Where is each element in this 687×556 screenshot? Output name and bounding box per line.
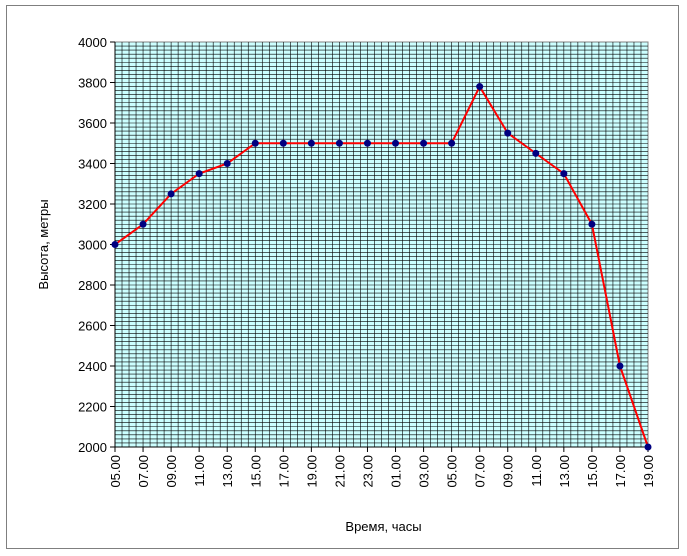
y-tick-label: 2000 bbox=[78, 440, 107, 455]
x-axis-title: Время, часы bbox=[345, 519, 421, 534]
y-tick-label: 3800 bbox=[78, 76, 107, 91]
data-point bbox=[476, 83, 484, 91]
y-tick-label: 3600 bbox=[78, 116, 107, 131]
y-tick-label: 2800 bbox=[78, 278, 107, 293]
y-tick-label: 3200 bbox=[78, 197, 107, 212]
x-tick-label: 23.00 bbox=[360, 455, 375, 488]
x-tick-label: 15.00 bbox=[248, 455, 263, 488]
data-point bbox=[111, 241, 119, 248]
y-tick-label: 4000 bbox=[78, 35, 107, 50]
data-point bbox=[448, 139, 456, 147]
data-point bbox=[279, 139, 287, 147]
data-point bbox=[363, 139, 371, 147]
x-tick-label: 05.00 bbox=[445, 455, 460, 488]
data-point bbox=[420, 139, 428, 147]
data-point bbox=[616, 362, 624, 370]
data-point bbox=[139, 220, 147, 228]
x-tick-label: 03.00 bbox=[417, 455, 432, 488]
x-tick-label: 05.00 bbox=[108, 455, 123, 488]
y-axis-ticks: 2000 2200 2400 2600 2800 3000 3200 3400 3600 3800… bbox=[78, 35, 115, 455]
data-point bbox=[644, 443, 652, 451]
y-axis-title: Высота, метры bbox=[36, 199, 51, 289]
series-markers bbox=[111, 83, 652, 451]
x-tick-label: 19.00 bbox=[641, 455, 656, 488]
x-tick-label: 17.00 bbox=[613, 455, 628, 488]
x-tick-label: 07.00 bbox=[136, 455, 151, 488]
data-point bbox=[307, 139, 315, 147]
y-tick-label: 2200 bbox=[78, 400, 107, 415]
x-tick-label: 01.00 bbox=[389, 455, 404, 488]
grid-lines bbox=[114, 42, 648, 448]
x-tick-label: 13.00 bbox=[220, 455, 235, 488]
x-tick-label: 09.00 bbox=[501, 455, 516, 488]
data-point bbox=[167, 190, 175, 198]
y-tick-label: 2600 bbox=[78, 319, 107, 334]
y-tick-label: 3000 bbox=[78, 238, 107, 253]
x-tick-label: 19.00 bbox=[304, 455, 319, 488]
data-point bbox=[588, 220, 596, 228]
data-point bbox=[195, 170, 203, 178]
x-axis-ticks: 05.00 07.00 09.00 11.00 13.00 15.00 17.00 19.00… bbox=[108, 447, 656, 488]
x-tick-label: 11.00 bbox=[529, 455, 544, 487]
y-tick-label: 3400 bbox=[78, 157, 107, 172]
data-point bbox=[532, 149, 540, 157]
x-tick-label: 07.00 bbox=[473, 455, 488, 488]
x-tick-label: 15.00 bbox=[585, 455, 600, 488]
x-tick-label: 17.00 bbox=[276, 455, 291, 488]
data-point bbox=[223, 160, 231, 167]
y-tick-label: 2400 bbox=[78, 359, 107, 374]
data-point bbox=[251, 139, 259, 147]
data-point bbox=[335, 139, 343, 147]
data-point bbox=[560, 170, 568, 178]
x-tick-label: 09.00 bbox=[164, 455, 179, 488]
series-line bbox=[114, 84, 649, 448]
x-tick-label: 13.00 bbox=[557, 455, 572, 488]
data-point bbox=[392, 139, 400, 147]
x-tick-label: 21.00 bbox=[332, 455, 347, 488]
data-point bbox=[504, 129, 512, 137]
x-tick-label: 11.00 bbox=[192, 455, 207, 487]
